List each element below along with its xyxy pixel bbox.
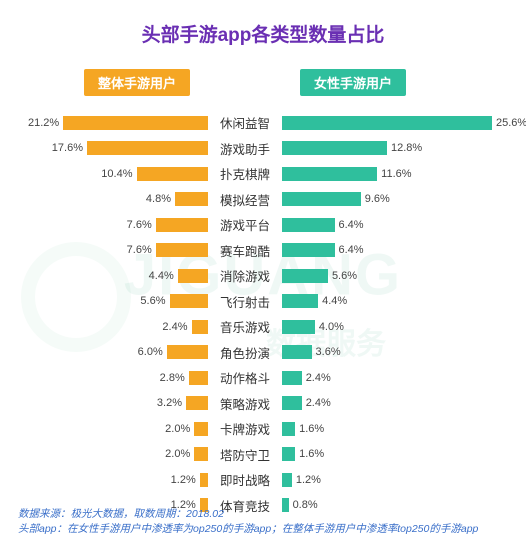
left-value-label: 21.2% — [28, 117, 59, 129]
chart-row: 21.2%休闲益智25.6% — [28, 110, 508, 136]
left-value-label: 10.4% — [101, 168, 132, 180]
right-bar — [282, 141, 387, 155]
left-value-label: 1.2% — [171, 474, 196, 486]
chart-row: 4.4% 消除游戏 5.6% — [28, 263, 508, 289]
right-value-label: 1.6% — [299, 448, 324, 460]
category-label: 休闲益智 — [208, 113, 282, 132]
right-bar — [282, 294, 318, 308]
category-label: 角色扮演 — [208, 343, 282, 362]
right-value-label: 6.4% — [339, 219, 364, 231]
column-headers: 整体手游用户 女性手游用户 — [0, 69, 526, 96]
left-bar — [186, 396, 208, 410]
right-bar — [282, 422, 295, 436]
left-bar — [178, 269, 208, 283]
right-value-label: 25.6% — [496, 117, 526, 129]
right-value-label: 5.6% — [332, 270, 357, 282]
right-value-label: 6.4% — [339, 244, 364, 256]
left-header: 整体手游用户 — [84, 69, 190, 96]
left-value-label: 6.0% — [138, 346, 163, 358]
right-value-label: 11.6% — [381, 168, 411, 180]
right-bar — [282, 371, 302, 385]
category-label: 扑克棋牌 — [208, 164, 282, 183]
category-label: 策略游戏 — [208, 394, 282, 413]
right-bar — [282, 396, 302, 410]
category-label: 消除游戏 — [208, 266, 282, 285]
left-value-label: 3.2% — [157, 397, 182, 409]
right-value-label: 3.6% — [316, 346, 341, 358]
chart-row: 6.0% 角色扮演 3.6% — [28, 340, 508, 366]
category-label: 飞行射击 — [208, 292, 282, 311]
left-value-label: 17.6% — [52, 142, 83, 154]
right-bar — [282, 218, 335, 232]
diverging-bar-chart: 21.2% 休闲益智 25.6% 17.6% 游戏助手 12.8% 10.4% 扑克棋牌 11.… — [0, 110, 526, 518]
left-bar — [167, 345, 208, 359]
chart-row: 2.8% 动作格斗 2.4% — [28, 365, 508, 391]
chart-row: 1.2% 即时战略 1.2% — [28, 467, 508, 493]
left-value-label: 7.6% — [127, 244, 152, 256]
left-bar — [192, 320, 209, 334]
left-value-label: 4.4% — [149, 270, 174, 282]
left-value-label: 2.4% — [162, 321, 187, 333]
left-value-label: 4.8% — [146, 193, 171, 205]
right-value-label: 12.8% — [391, 142, 422, 154]
left-bar — [194, 447, 208, 461]
chart-row: 7.6% 赛车跑酷 6.4% — [28, 238, 508, 264]
right-value-label: 2.4% — [306, 372, 331, 384]
right-value-label: 1.2% — [296, 474, 321, 486]
chart-row: 7.6% 游戏平台 6.4% — [28, 212, 508, 238]
right-bar — [282, 473, 292, 487]
left-bar — [156, 218, 208, 232]
left-value-label: 5.6% — [140, 295, 165, 307]
left-bar — [175, 192, 208, 206]
left-value-label: 7.6% — [127, 219, 152, 231]
left-value-label: 2.0% — [165, 423, 190, 435]
chart-row: 17.6% 游戏助手 12.8% — [28, 136, 508, 162]
right-bar — [282, 167, 377, 181]
right-bar — [282, 269, 328, 283]
chart-row: 5.6% 飞行射击 4.4% — [28, 289, 508, 315]
chart-row: 2.0% 塔防守卫 1.6% — [28, 442, 508, 468]
chart-row: 4.8% 模拟经营 9.6% — [28, 187, 508, 213]
chart-row: 10.4% 扑克棋牌 11.6% — [28, 161, 508, 187]
left-bar — [189, 371, 208, 385]
chart-title: 头部手游app各类型数量占比 — [0, 0, 526, 47]
footer-notes: 数据来源：极光大数据，取数周期：2018.02 头部app：在女性手游用户中渗透… — [18, 507, 478, 539]
left-bar — [87, 141, 208, 155]
right-bar — [282, 116, 492, 130]
right-header: 女性手游用户 — [300, 69, 406, 96]
footer-line-2: 头部app：在女性手游用户中渗透率为op250的手游app；在整体手游用户中渗透… — [18, 522, 478, 538]
right-value-label: 1.6% — [299, 423, 324, 435]
right-bar — [282, 320, 315, 334]
left-bar — [200, 473, 208, 487]
category-label: 游戏平台 — [208, 215, 282, 234]
chart-row: 3.2% 策略游戏 2.4% — [28, 391, 508, 417]
chart-row: 2.0% 卡牌游戏 1.6% — [28, 416, 508, 442]
left-bar — [194, 422, 208, 436]
left-value-label: 2.8% — [160, 372, 185, 384]
right-bar — [282, 192, 361, 206]
category-label: 音乐游戏 — [208, 317, 282, 336]
right-bar — [282, 243, 335, 257]
right-bar — [282, 345, 312, 359]
right-value-label: 2.4% — [306, 397, 331, 409]
right-value-label: 4.0% — [319, 321, 344, 333]
left-bar — [137, 167, 209, 181]
left-bar — [63, 116, 208, 130]
category-label: 即时战略 — [208, 470, 282, 489]
left-bar — [156, 243, 208, 257]
right-value-label: 9.6% — [365, 193, 390, 205]
category-label: 卡牌游戏 — [208, 419, 282, 438]
category-label: 塔防守卫 — [208, 445, 282, 464]
right-value-label: 4.4% — [322, 295, 347, 307]
category-label: 动作格斗 — [208, 368, 282, 387]
category-label: 赛车跑酷 — [208, 241, 282, 260]
left-bar — [170, 294, 209, 308]
category-label: 游戏助手 — [208, 139, 282, 158]
footer-line-1: 数据来源：极光大数据，取数周期：2018.02 — [18, 507, 478, 523]
left-value-label: 2.0% — [165, 448, 190, 460]
chart-row: 2.4% 音乐游戏 4.0% — [28, 314, 508, 340]
right-bar — [282, 447, 295, 461]
category-label: 模拟经营 — [208, 190, 282, 209]
